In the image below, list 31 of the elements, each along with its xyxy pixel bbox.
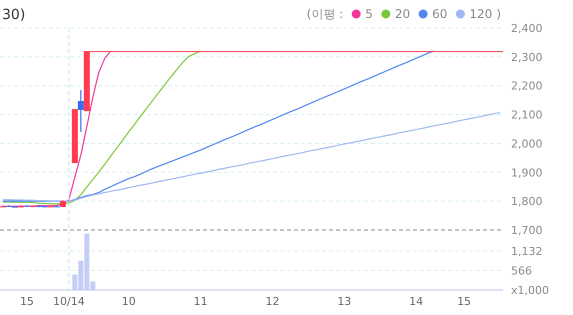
legend-label: 120 (469, 7, 492, 21)
x-tick-label: 11 (194, 295, 208, 308)
y-tick-label: 1,800 (511, 195, 542, 208)
y-tick-label: 1,900 (511, 166, 542, 180)
y-tick-label: 566 (511, 264, 532, 278)
line-series (2, 50, 202, 205)
x-tick-label: 15 (457, 295, 472, 308)
line-series (2, 112, 501, 202)
y-tick-label: 2,100 (511, 108, 542, 122)
line-series (2, 50, 112, 207)
y-tick-label: 1,132 (511, 245, 542, 258)
legend-label: 60 (432, 7, 448, 21)
chart-title: 30) (2, 7, 26, 23)
legend-title: (이평 : (306, 7, 344, 21)
y-tick-label: 1,700 (511, 224, 542, 237)
x-tick-label: 14 (409, 295, 424, 308)
y-tick-label: 2,400 (511, 22, 542, 35)
x-tick-label: 15 (20, 295, 34, 308)
candlestick (78, 89, 84, 132)
x-tick-label: 10/14 (53, 295, 85, 308)
x-tick-label: 13 (337, 295, 352, 308)
y-tick-label: x1,000 (511, 284, 550, 297)
x-tick-label: 10 (122, 295, 136, 308)
line-series (2, 50, 435, 202)
text: ) (496, 7, 501, 21)
y-tick-label: 2,300 (511, 50, 542, 64)
y-tick-label: 2,200 (511, 80, 542, 93)
legend-label: 20 (394, 7, 410, 21)
x-tick-label: 12 (265, 295, 280, 308)
y-tick-label: 2,000 (511, 137, 542, 150)
legend-label: 5 (365, 7, 373, 21)
